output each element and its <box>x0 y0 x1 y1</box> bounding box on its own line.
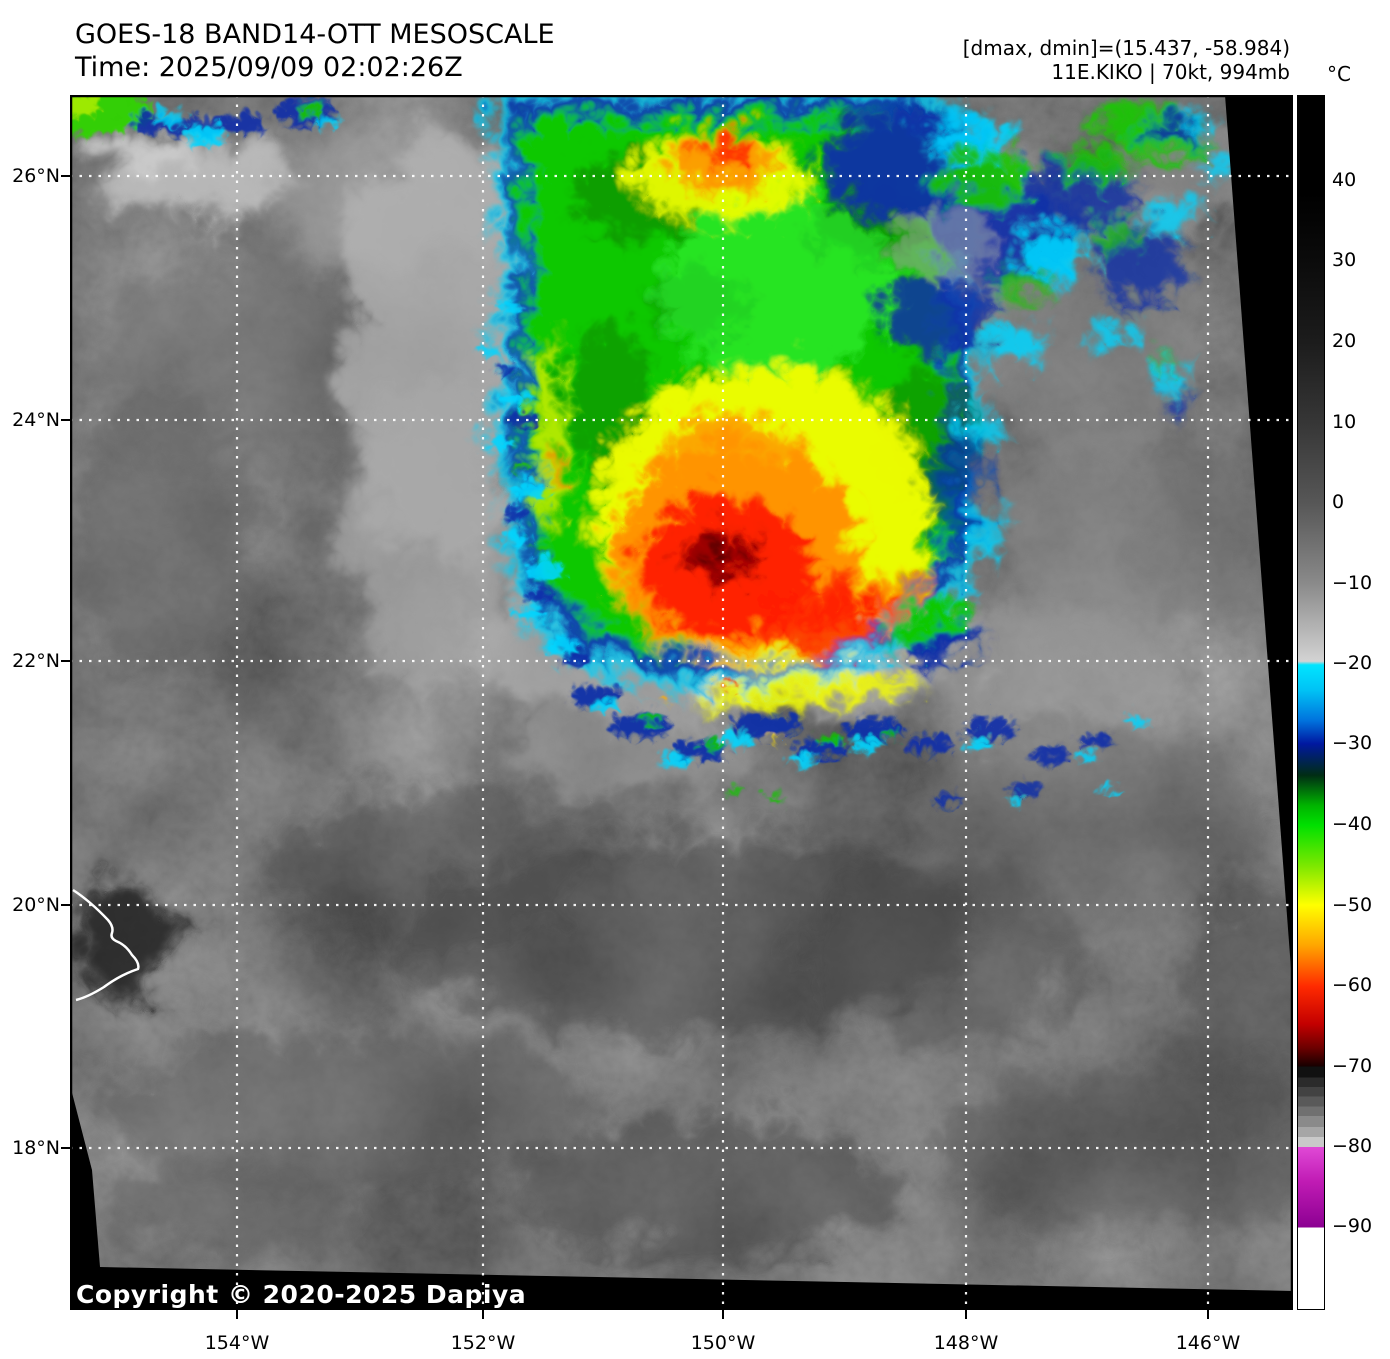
coastline <box>72 888 140 1002</box>
lat-tick-label: 20°N <box>12 894 60 916</box>
no-data-regions <box>70 95 1293 1310</box>
map-frame <box>70 95 1293 1310</box>
colorbar-tick-label: −60 <box>1332 973 1373 996</box>
satellite-image <box>70 95 1293 1310</box>
colorbar-tick-label: −10 <box>1332 571 1373 594</box>
west-flank-speckles <box>475 293 586 663</box>
colorbar-tick-label: −50 <box>1332 893 1373 916</box>
colorbar-tick-label: 30 <box>1332 249 1357 272</box>
copyright-text: Copyright © 2020-2025 Dapiya <box>76 1280 527 1309</box>
colorbar-tick-label: 10 <box>1332 410 1357 433</box>
lat-tick-label: 26°N <box>12 165 60 187</box>
lat-tick-label: 18°N <box>12 1137 60 1159</box>
colorbar <box>1297 95 1325 1310</box>
lat-tick-mark <box>61 1147 70 1149</box>
storm-info: 11E.KIKO | 70kt, 994mb <box>1051 60 1290 84</box>
colorbar-tick-label: 40 <box>1332 169 1357 192</box>
colorbar-unit-label: °C <box>1327 62 1351 86</box>
colorbar-tick-label: −70 <box>1332 1054 1373 1077</box>
storm-cold-cloud-shield <box>483 95 976 700</box>
lon-tick-mark <box>236 1310 238 1319</box>
northwest-corner-patch <box>70 95 334 140</box>
lon-tick-label: 146°W <box>1175 1332 1241 1354</box>
lon-tick-mark <box>482 1310 484 1319</box>
colorbar-tick-label: −80 <box>1332 1134 1373 1157</box>
colorbar-tick-label: −30 <box>1332 732 1373 755</box>
dmax-dmin-info: [dmax, dmin]=(15.437, -58.984) <box>962 36 1290 60</box>
colorbar-tick-label: −40 <box>1332 813 1373 835</box>
lat-tick-mark <box>61 419 70 421</box>
lat-tick-label: 22°N <box>12 650 60 672</box>
page-title: GOES-18 BAND14-OTT MESOSCALE <box>75 19 555 50</box>
lon-tick-mark <box>965 1310 967 1319</box>
colorbar-tick-label: 20 <box>1332 329 1357 352</box>
lat-tick-mark <box>61 660 70 662</box>
lon-tick-label: 152°W <box>450 1332 516 1354</box>
lon-tick-label: 154°W <box>204 1332 270 1354</box>
lon-tick-label: 148°W <box>933 1332 999 1354</box>
lon-tick-label: 150°W <box>690 1332 756 1354</box>
colorbar-tick-label: −20 <box>1332 652 1373 675</box>
lat-tick-mark <box>61 175 70 177</box>
lat-tick-label: 24°N <box>12 409 60 431</box>
timestamp: Time: 2025/09/09 02:02:26Z <box>75 52 463 83</box>
lon-tick-mark <box>1207 1310 1209 1319</box>
colorbar-tick-label: 0 <box>1332 490 1345 513</box>
south-edge-fragments <box>564 677 1142 801</box>
lon-tick-mark <box>722 1310 724 1319</box>
colorbar-tick-label: −90 <box>1332 1215 1373 1238</box>
lat-tick-mark <box>61 904 70 906</box>
satellite-map <box>70 95 1293 1310</box>
